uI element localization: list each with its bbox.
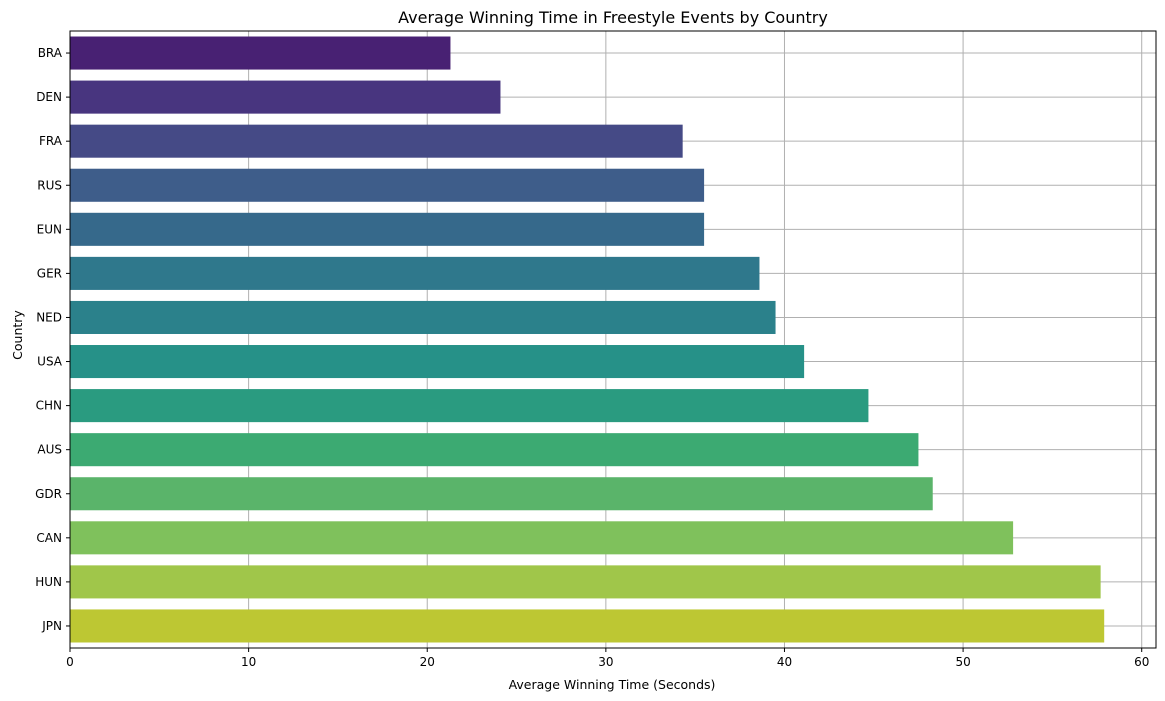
y-tick-label: GDR [35, 487, 62, 501]
y-tick-label: DEN [36, 90, 62, 104]
bar-gdr [70, 477, 933, 511]
plot-frame [69, 30, 1157, 649]
x-tick-label: 0 [66, 655, 74, 669]
x-tick-label: 60 [1134, 655, 1149, 669]
bar-den [70, 80, 501, 114]
bar-jpn [70, 609, 1105, 643]
bar-aus [70, 433, 919, 467]
x-tick-label: 10 [241, 655, 256, 669]
bar-hun [70, 565, 1101, 599]
y-tick-label: RUS [37, 178, 62, 192]
y-tick-label: GER [37, 266, 62, 280]
bars [70, 36, 1105, 643]
y-tick-label: FRA [39, 134, 63, 148]
axes: 0 10 20 30 40 50 60 BRA DEN FRA RUS EUN GER NED USA CHN… [35, 30, 1157, 669]
x-tick-label: 50 [955, 655, 970, 669]
bar-eun [70, 212, 705, 246]
y-tick-label: BRA [38, 46, 63, 60]
grid [69, 31, 1156, 648]
bar-usa [70, 345, 805, 379]
x-tick-label: 40 [777, 655, 792, 669]
bar-ger [70, 256, 760, 290]
y-tick-label: JPN [41, 619, 62, 633]
bar-bra [70, 36, 451, 70]
y-axis-label: Country [10, 310, 25, 360]
y-tick-label: CAN [36, 531, 62, 545]
bar-fra [70, 124, 683, 158]
x-tick-label: 30 [598, 655, 613, 669]
bar-chn [70, 389, 869, 423]
x-tick-label: 20 [420, 655, 435, 669]
y-tick-label: EUN [37, 222, 62, 236]
y-tick-label: CHN [36, 399, 62, 413]
chart-title: Average Winning Time in Freestyle Events… [398, 8, 828, 27]
y-tick-label: AUS [37, 443, 62, 457]
x-axis-label: Average Winning Time (Seconds) [509, 677, 716, 692]
y-tick-label: HUN [35, 575, 62, 589]
y-tick-label: NED [36, 310, 62, 324]
bar-rus [70, 168, 705, 202]
bar-ned [70, 300, 776, 334]
bar-can [70, 521, 1014, 555]
y-tick-label: USA [37, 355, 63, 369]
